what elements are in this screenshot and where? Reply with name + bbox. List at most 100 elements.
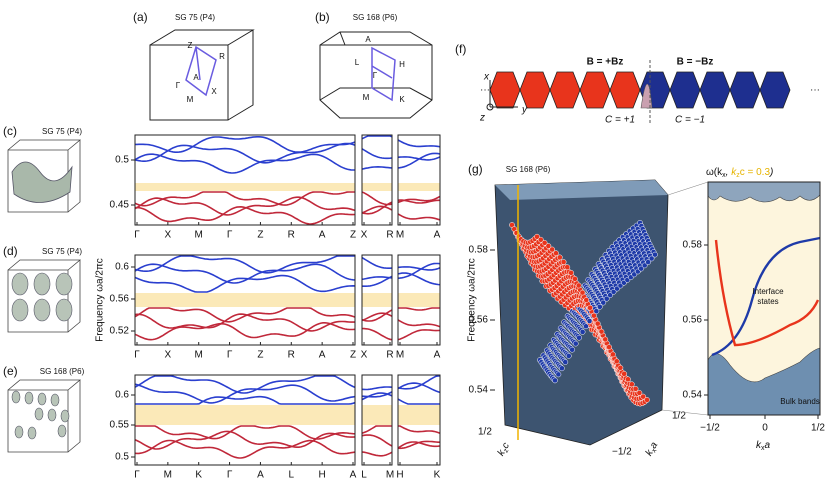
x-tick-label: Γ (134, 350, 140, 361)
band-upper (397, 152, 441, 169)
text-part: c (500, 441, 512, 451)
edge-mode (640, 83, 653, 109)
x-tick-label: R (288, 230, 295, 241)
plot-frame (361, 134, 393, 226)
panel-title: SG 168 (P6) (506, 165, 551, 174)
band-lower (361, 309, 393, 322)
interface-state (714, 239, 820, 347)
panel-title: SG 75 (P4) (42, 247, 82, 256)
gap-band (135, 405, 355, 425)
panel-label: (e) (3, 364, 18, 378)
isosurface (37, 392, 47, 406)
x-axis-label: kxa (756, 440, 771, 453)
surface-dot (593, 308, 600, 315)
y-tick-label: 0.54 (469, 385, 489, 396)
chern-label: C = −1 (675, 115, 705, 126)
plot-frame (134, 134, 356, 226)
bz-outline (149, 29, 255, 121)
band-lower (361, 191, 393, 206)
surface-dot (594, 320, 601, 327)
plot-frame (361, 254, 393, 346)
hexagon (609, 71, 641, 109)
x-tick-label: H (319, 470, 326, 480)
gap-band (362, 293, 392, 307)
panel-label: (a) (133, 10, 148, 24)
text-part: a (765, 440, 771, 451)
hexagon (729, 71, 761, 109)
surface-dot (562, 359, 569, 365)
surface-dot (644, 397, 650, 403)
panel-label: (b) (315, 10, 330, 24)
surface-dot (583, 323, 589, 330)
annotation: Interface (752, 287, 784, 296)
axis-name: x (483, 72, 490, 83)
gap-band (135, 183, 355, 191)
surface-dot (576, 334, 582, 341)
surface-dot (598, 328, 605, 335)
x-tick-label: Γ (227, 230, 233, 241)
band-lower (398, 307, 440, 311)
band-lower (134, 191, 355, 207)
k-point: R (219, 52, 225, 61)
surface-dot (610, 351, 616, 358)
bz-path (371, 46, 396, 102)
y-tick-label: 0.45 (110, 200, 130, 211)
text-part: k (731, 167, 737, 178)
y-tick-label: 0.56 (469, 315, 489, 326)
surface-dot (645, 259, 651, 265)
surface-dot (613, 358, 620, 365)
axis-tick: 1/2 (478, 427, 492, 438)
band-upper (361, 392, 393, 401)
surface-dot (600, 299, 607, 306)
panel-label: (c) (3, 124, 17, 138)
x-tick-label: X (165, 230, 172, 241)
surface-dot (534, 233, 540, 240)
surface-dot (560, 259, 567, 265)
surface-dot (555, 371, 562, 378)
x-tick-label: M (195, 350, 203, 361)
isosurface (55, 298, 73, 322)
x-tick-label: X (165, 350, 172, 361)
band-upper (135, 395, 356, 405)
surface-dot (552, 377, 558, 384)
hexagon (549, 71, 581, 109)
isosurface (47, 408, 57, 422)
y-tick-label: 0.56 (683, 315, 703, 326)
slice-frame (707, 181, 821, 416)
band-upper (397, 382, 441, 394)
surface-dot (549, 246, 556, 253)
isosurface (33, 298, 51, 322)
slice-title: ω(kx, kzc = 0.3) (706, 167, 773, 180)
surface-dot (545, 243, 552, 249)
surface-dot (575, 282, 582, 289)
surface-dot (572, 340, 579, 347)
surface-dot (636, 390, 643, 396)
band-upper (397, 266, 441, 271)
k-point: M (363, 93, 370, 102)
surface-dot (572, 276, 578, 282)
band-upper (134, 255, 355, 274)
x-tick-label: A (319, 350, 326, 361)
text-part: ω(k (706, 167, 723, 178)
band-lower (361, 434, 393, 447)
isosurface (14, 425, 24, 439)
panel-title: SG 75 (P4) (42, 127, 82, 136)
x-tick-label: A (434, 350, 441, 361)
isosurface (33, 272, 51, 296)
surface-dot (586, 318, 593, 324)
y-tick-label: 0.58 (469, 245, 489, 256)
band-lower (397, 319, 441, 328)
plot-frame (134, 374, 356, 466)
band-lower (134, 430, 356, 450)
y-tick-label: 0.6 (115, 390, 129, 401)
bz-outline (319, 31, 433, 119)
text-part: k (495, 447, 508, 458)
band-upper (361, 148, 393, 160)
field-label: B = +Bz (587, 57, 624, 68)
text-part: a (648, 440, 661, 451)
line (667, 181, 709, 196)
y-tick-label: 0.6 (115, 262, 129, 273)
gap-band (362, 405, 392, 425)
band-lower (134, 307, 356, 323)
